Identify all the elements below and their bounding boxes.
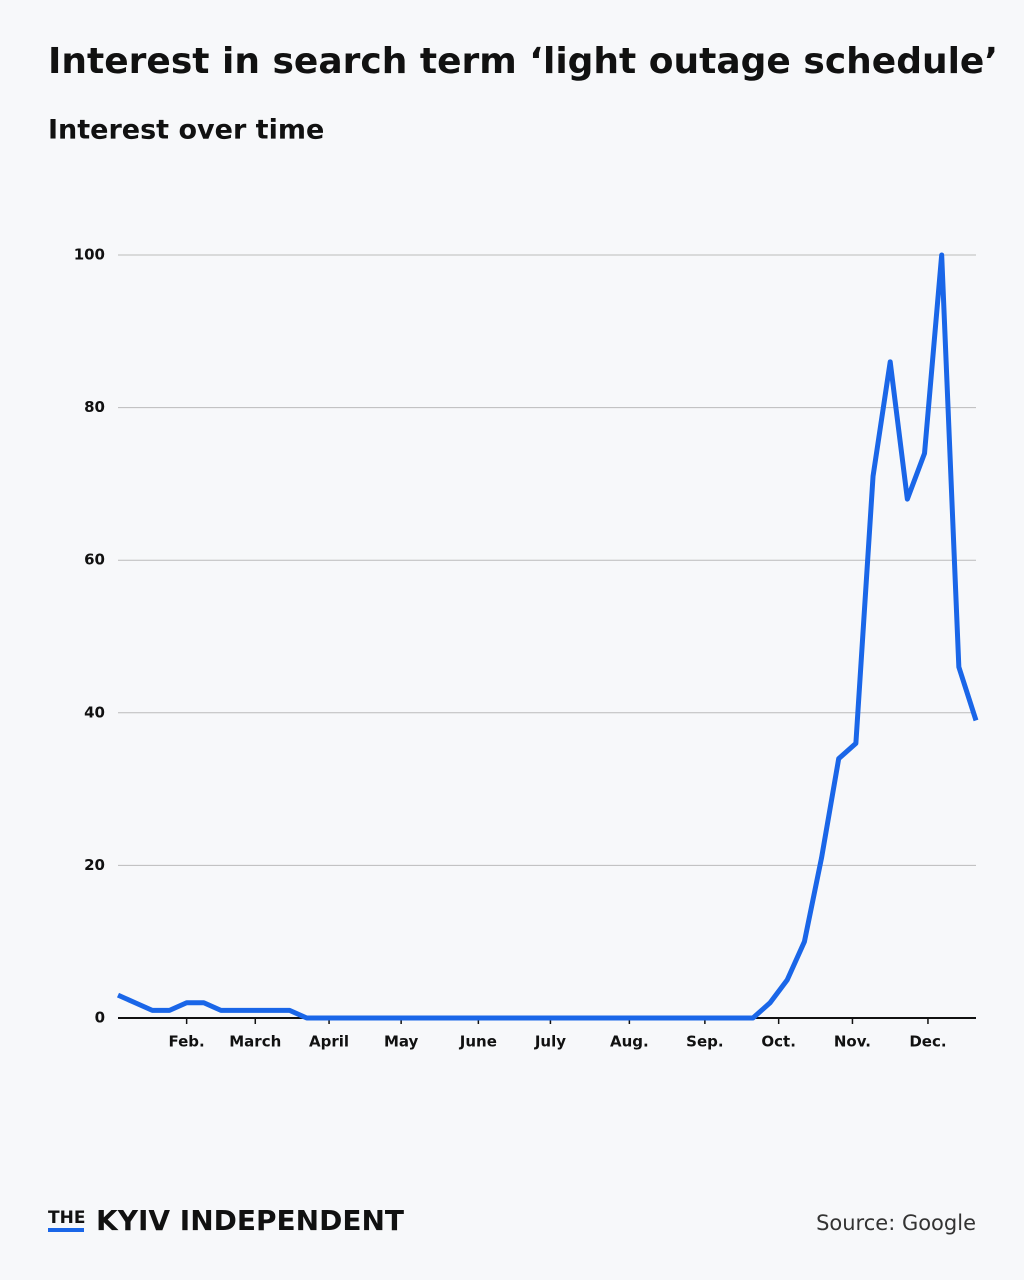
x-tick-label: March <box>229 1033 281 1051</box>
y-tick-label: 40 <box>84 703 105 721</box>
x-tick-label: July <box>534 1033 566 1051</box>
x-tick-label: Sep. <box>686 1033 723 1051</box>
y-tick-label: 80 <box>84 398 105 416</box>
logo-prefix: THE <box>48 1208 85 1228</box>
x-tick-label: May <box>384 1033 419 1051</box>
x-tick-label: Oct. <box>761 1033 796 1051</box>
source: Source: Google <box>816 1211 976 1235</box>
line <box>116 252 979 1021</box>
y-tick-label: 20 <box>84 856 105 874</box>
chart-subtitle: Interest over time <box>48 115 324 146</box>
logo-underline <box>48 1228 84 1232</box>
logo: KYIV INDEPENDENT <box>96 1204 404 1237</box>
x-tick-label: June <box>459 1033 497 1051</box>
x-tick-label: Feb. <box>169 1033 205 1051</box>
x-tick-label: Aug. <box>610 1033 649 1051</box>
x-tick-label: Nov. <box>834 1033 871 1051</box>
y-tick-label: 100 <box>74 246 105 264</box>
chart-title: Interest in search term ‘light outage sc… <box>48 41 998 82</box>
x-tick-label: Dec. <box>909 1033 946 1051</box>
y-tick-label: 0 <box>95 1009 105 1027</box>
x-tick-label: April <box>309 1033 349 1051</box>
y-tick-label: 60 <box>84 551 105 569</box>
